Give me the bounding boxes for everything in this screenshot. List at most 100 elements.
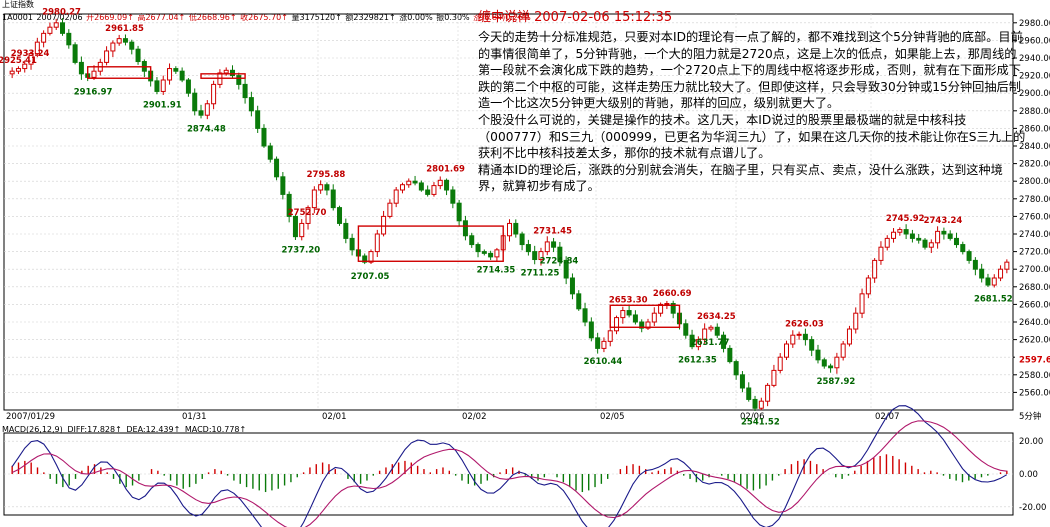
candle-body — [116, 38, 122, 44]
price-axis-label: 2700.00 — [1019, 265, 1050, 275]
candle-body — [834, 356, 840, 369]
candle-body — [179, 70, 185, 81]
price-axis-label: 2980.00 — [1019, 19, 1050, 29]
candle-body — [840, 343, 846, 358]
candle-body — [488, 252, 494, 258]
candle-body — [708, 326, 714, 330]
candle-body — [916, 237, 922, 241]
candle-body — [167, 68, 173, 81]
candle-body — [828, 365, 834, 369]
candle-body — [412, 180, 418, 184]
candle-body — [632, 314, 638, 323]
candle-body — [891, 231, 897, 239]
candle-body — [66, 32, 72, 46]
candle-body — [393, 189, 399, 204]
candle-body — [437, 179, 443, 187]
period-label: 5分钟 — [1019, 411, 1041, 422]
candle-body — [450, 189, 456, 204]
candle-body — [129, 41, 135, 50]
candle-body — [790, 334, 796, 345]
candle-body — [771, 369, 777, 386]
quote-code: 1A0001 — [2, 13, 33, 22]
extreme-label: 2707.05 — [351, 272, 390, 282]
candle-body — [462, 220, 468, 237]
candle-body — [28, 53, 34, 65]
candle-body — [557, 246, 563, 261]
candle-body — [815, 349, 821, 361]
price-axis-label: 2860.00 — [1019, 124, 1050, 134]
quote-amplitude: 振0.30% — [436, 13, 470, 22]
extreme-label: 2874.48 — [187, 125, 226, 135]
price-axis-label: 2580.00 — [1019, 371, 1050, 381]
candle-body — [22, 63, 28, 70]
candle-body — [645, 321, 651, 329]
x-axis-label: 01/31 — [182, 412, 207, 422]
note-paragraph-2: 个股没什么可说的，关键是操作的技术。这几天，本ID说过的股票里最极端的就是中核科… — [478, 112, 1026, 161]
extreme-label: 2714.35 — [477, 266, 516, 276]
candle-body — [318, 184, 324, 191]
price-axis-label: 2760.00 — [1019, 212, 1050, 222]
candle-body — [104, 50, 110, 63]
candle-body — [538, 251, 544, 261]
x-axis-label: 2007/01/29 — [6, 412, 55, 422]
macd-axis-label: -20.00 — [1019, 503, 1046, 513]
price-axis-label: 2940.00 — [1019, 54, 1050, 64]
candle-body — [406, 180, 412, 186]
candle-body — [324, 184, 330, 191]
x-axis-label: 02/01 — [322, 412, 347, 422]
candle-body — [695, 339, 701, 348]
candle-body — [897, 229, 903, 233]
extreme-label: 2743.24 — [924, 216, 963, 226]
candle-body — [569, 277, 575, 295]
candle-body — [620, 310, 626, 319]
extreme-label: 2612.35 — [678, 355, 717, 365]
extreme-label: 2731.45 — [533, 227, 572, 237]
candle-body — [733, 361, 739, 376]
candle-body — [991, 277, 997, 286]
candle-body — [192, 92, 198, 112]
price-axis-label: 2680.00 — [1019, 283, 1050, 293]
candle-body — [456, 202, 462, 222]
candle-body — [507, 222, 512, 237]
candle-body — [399, 184, 405, 191]
price-axis-label: 2840.00 — [1019, 142, 1050, 152]
candle-body — [198, 110, 204, 116]
candle-body — [784, 343, 790, 358]
quote-close: 收2675.70↑ — [240, 13, 288, 22]
price-axis-label: 2900.00 — [1019, 89, 1050, 99]
price-axis-label: 2720.00 — [1019, 248, 1050, 258]
x-axis-label: 02/05 — [600, 412, 625, 422]
candle-body — [368, 251, 374, 263]
candle-body — [796, 333, 802, 336]
candle-body — [872, 259, 878, 279]
quote-date: 2007/02/06 — [36, 13, 83, 22]
candle-body — [614, 317, 620, 332]
candle-body — [777, 356, 783, 371]
candle-body — [292, 215, 298, 238]
macd-dea: DEA:12.439↑ — [126, 425, 181, 434]
candle-body — [821, 359, 827, 367]
candle-body — [223, 69, 229, 74]
candle-body — [78, 61, 84, 75]
candle-body — [802, 333, 808, 341]
candle-body — [607, 330, 613, 342]
candle-body — [211, 83, 217, 105]
candle-body — [544, 241, 550, 253]
candle-body — [444, 179, 450, 191]
candle-body — [173, 68, 179, 72]
extreme-label: 2752.70 — [288, 208, 327, 218]
candle-body — [683, 323, 689, 336]
candle-body — [972, 259, 978, 270]
extreme-label: 2737.20 — [281, 245, 320, 255]
extreme-label: 2745.92 — [886, 214, 925, 224]
candle-body — [418, 182, 424, 191]
candle-body — [431, 185, 437, 195]
candle-body — [739, 374, 745, 389]
note-paragraph-1: 今天的走势十分标准规范，只要对本ID的理论有一点了解的，都不难找到这个5分钟背驰… — [478, 30, 1023, 111]
price-axis-label: 2920.00 — [1019, 72, 1050, 82]
candle-body — [185, 79, 191, 94]
current-price-label: 2597.6 — [1019, 355, 1050, 365]
candle-body — [311, 189, 317, 209]
price-axis-label: 2660.00 — [1019, 300, 1050, 310]
